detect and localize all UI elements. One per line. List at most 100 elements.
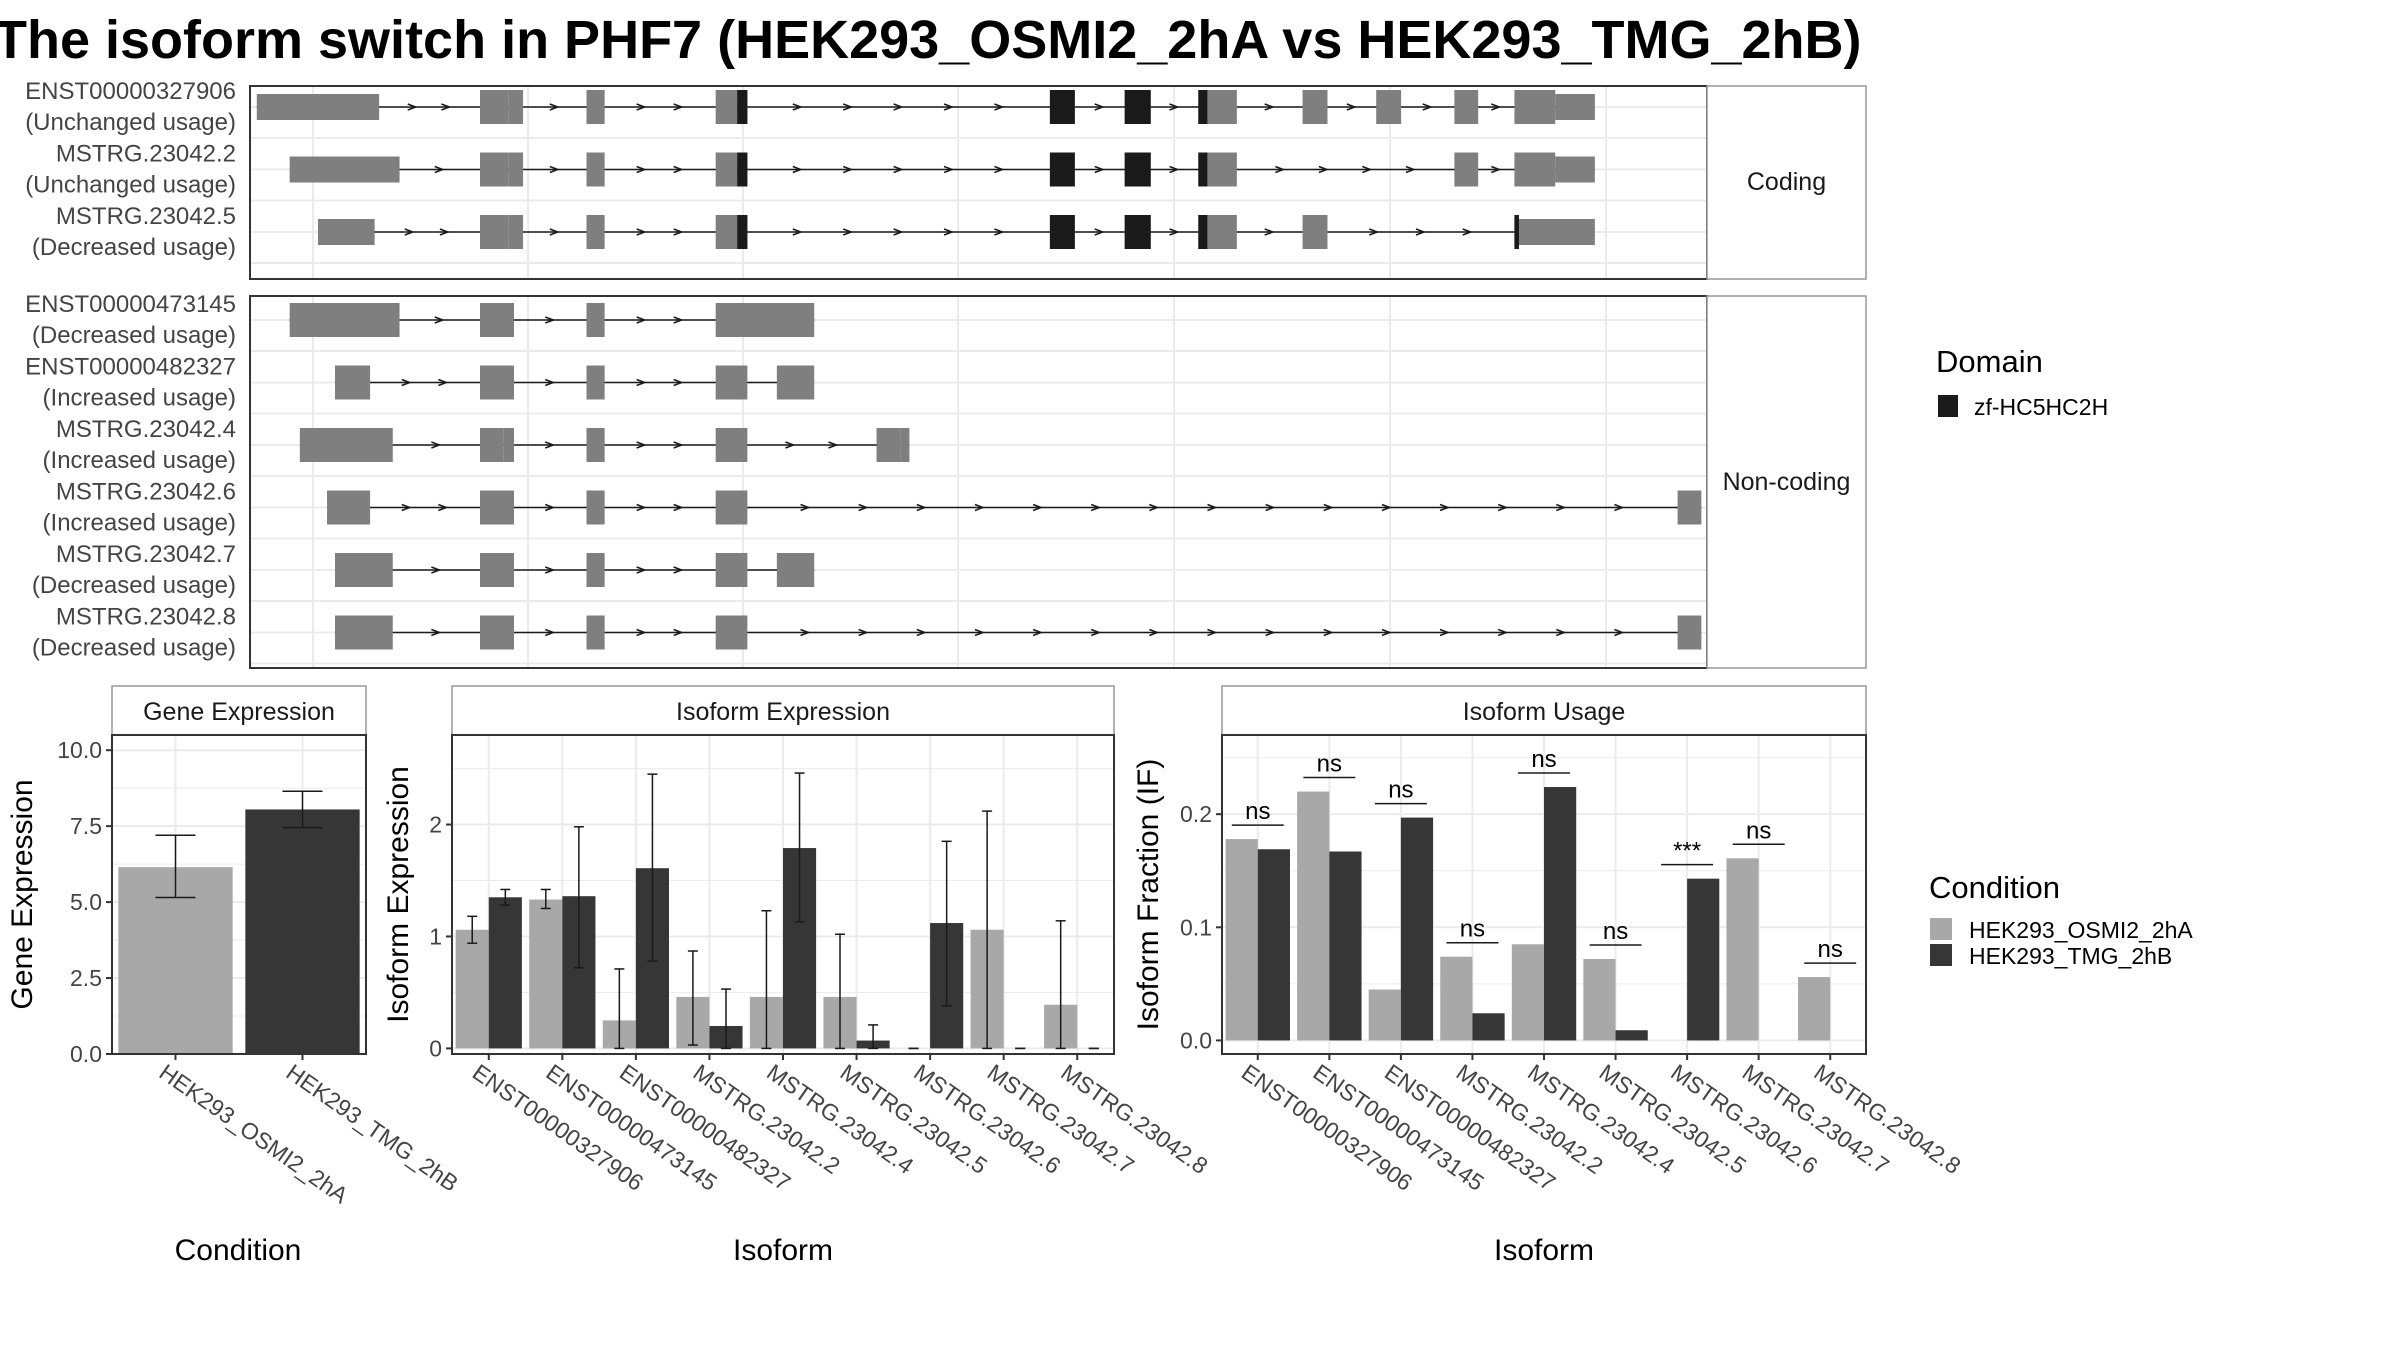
bar bbox=[1583, 958, 1616, 1041]
direction-arrow bbox=[1497, 628, 1509, 637]
direction-arrow bbox=[893, 165, 904, 174]
direction-arrow bbox=[943, 165, 955, 174]
y-tick-label: 0.0 bbox=[1180, 1027, 1212, 1053]
transcript-id-label: MSTRG.23042.5 bbox=[56, 203, 236, 230]
direction-arrow bbox=[1169, 103, 1180, 111]
direction-arrow bbox=[1323, 628, 1334, 637]
exon bbox=[289, 156, 400, 183]
direction-arrow bbox=[943, 228, 955, 236]
domain-zf-HC5HC2H bbox=[737, 215, 748, 249]
transcript-id-label: ENST00000482327 bbox=[25, 354, 236, 381]
bar bbox=[1544, 787, 1577, 1041]
x-axis-title: Condition bbox=[175, 1234, 302, 1267]
direction-arrow bbox=[974, 503, 986, 512]
direction-arrow bbox=[544, 566, 556, 574]
direction-arrow bbox=[1149, 503, 1160, 512]
direction-arrow bbox=[994, 228, 1005, 236]
direction-arrow bbox=[1614, 628, 1625, 637]
exon bbox=[900, 428, 910, 462]
panel-border bbox=[111, 734, 367, 1055]
transcript-row bbox=[317, 215, 1595, 249]
condition-legend-key-b bbox=[1930, 944, 1952, 966]
exon bbox=[715, 303, 815, 337]
exon bbox=[508, 152, 524, 187]
domain-zf-HC5HC2H bbox=[1198, 215, 1208, 249]
transcript-row bbox=[334, 365, 815, 400]
direction-arrow bbox=[842, 228, 854, 236]
direction-arrow bbox=[792, 165, 803, 174]
direction-arrow bbox=[636, 103, 647, 111]
exon bbox=[508, 90, 524, 124]
direction-arrow bbox=[673, 103, 684, 111]
direction-arrow bbox=[636, 566, 647, 574]
exon bbox=[479, 215, 509, 249]
direction-arrow bbox=[636, 165, 647, 174]
transcript-id-label: MSTRG.23042.4 bbox=[56, 416, 236, 443]
domain-zf-HC5HC2H bbox=[1514, 215, 1519, 249]
direction-arrow bbox=[1497, 503, 1509, 512]
x-axis-title: Isoform bbox=[733, 1234, 833, 1267]
condition-legend-label-a: HEK293_OSMI2_2hA bbox=[1969, 917, 2193, 943]
domain-zf-HC5HC2H bbox=[1198, 152, 1208, 187]
direction-arrow bbox=[1094, 228, 1105, 236]
direction-arrow bbox=[1556, 503, 1567, 512]
significance-label: ns bbox=[1531, 746, 1556, 773]
direction-arrow bbox=[439, 228, 451, 236]
direction-arrow bbox=[1556, 628, 1567, 637]
direction-arrow bbox=[1415, 228, 1427, 236]
y-tick-label: 10.0 bbox=[57, 737, 102, 763]
direction-arrow bbox=[1094, 103, 1105, 111]
direction-arrow bbox=[1207, 503, 1218, 512]
bar bbox=[245, 809, 360, 1054]
direction-arrow bbox=[1265, 628, 1276, 637]
transcript-panel-non-coding: ENST00000473145 (Decreased usage) ENST0000… bbox=[25, 291, 1867, 669]
direction-arrow bbox=[1323, 503, 1334, 512]
exon bbox=[1514, 90, 1556, 124]
bar bbox=[1297, 791, 1330, 1041]
bar bbox=[118, 867, 233, 1054]
direction-arrow bbox=[549, 228, 560, 236]
direction-arrow bbox=[842, 103, 854, 111]
direction-arrow bbox=[785, 441, 796, 449]
exon bbox=[1555, 94, 1595, 120]
direction-arrow bbox=[1090, 628, 1102, 637]
direction-arrow bbox=[1265, 503, 1276, 512]
domain-zf-HC5HC2H bbox=[1049, 90, 1075, 124]
exon bbox=[776, 553, 815, 587]
y-tick-label: 7.5 bbox=[70, 813, 102, 839]
y-axis-title: Isoform Fraction (IF) bbox=[1132, 759, 1165, 1031]
y-axis-title: Gene Expression bbox=[6, 779, 39, 1009]
transcript-structure-panels: ENST00000327906 (Unchanged usage) MSTRG.23… bbox=[25, 78, 1867, 669]
exon bbox=[508, 215, 524, 249]
bar bbox=[455, 929, 489, 1049]
transcript-row bbox=[289, 152, 1595, 187]
exon bbox=[715, 490, 748, 525]
direction-arrow bbox=[673, 316, 684, 324]
panel-background bbox=[250, 296, 1707, 668]
exon bbox=[1677, 615, 1702, 650]
direction-arrow bbox=[1368, 228, 1380, 236]
domain-zf-HC5HC2H bbox=[1049, 215, 1075, 249]
direction-arrow bbox=[441, 103, 452, 111]
direction-arrow bbox=[1491, 165, 1502, 174]
exon bbox=[715, 152, 738, 187]
direction-arrow bbox=[636, 628, 647, 637]
transcript-usage-label: (Unchanged usage) bbox=[25, 172, 236, 199]
bar bbox=[529, 899, 563, 1049]
y-tick-label: 5.0 bbox=[70, 889, 102, 915]
direction-arrow bbox=[544, 378, 556, 387]
direction-arrow bbox=[407, 103, 418, 111]
exon bbox=[1302, 90, 1328, 124]
exon bbox=[586, 365, 605, 400]
direction-arrow bbox=[994, 103, 1005, 111]
direction-arrow bbox=[893, 103, 904, 111]
exon bbox=[479, 90, 509, 124]
exon bbox=[586, 553, 605, 587]
y-tick-label: 0 bbox=[429, 1035, 442, 1061]
significance-label: ns bbox=[1603, 918, 1628, 945]
bar-chart-panels: Gene Expression0.02.55.07.510.0HEK293_OS… bbox=[6, 685, 1966, 1267]
exon bbox=[1677, 490, 1702, 525]
direction-arrow bbox=[792, 228, 803, 236]
exon bbox=[1207, 90, 1237, 124]
